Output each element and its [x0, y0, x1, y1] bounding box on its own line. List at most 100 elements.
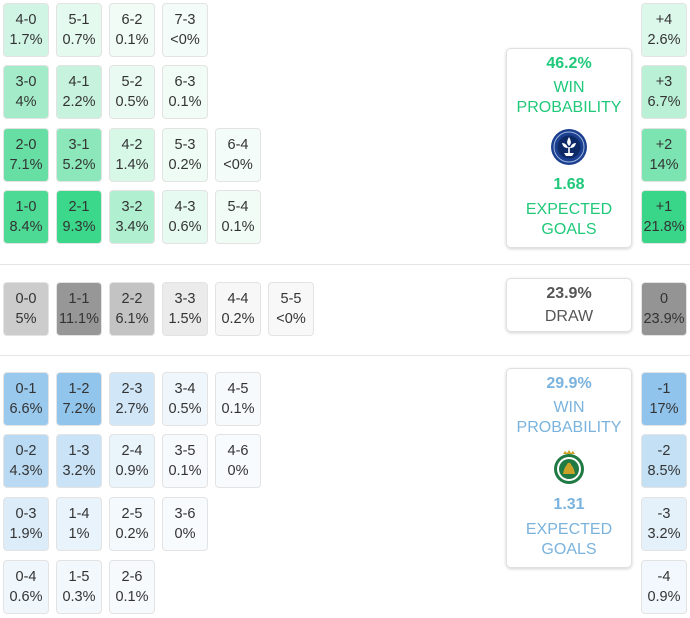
away-team-crest-icon — [554, 450, 584, 484]
home-win-score-cell: 5-3 0.2% — [162, 128, 208, 182]
score-label: 1-2 — [68, 381, 90, 397]
draw-score-cell: 0-0 5% — [3, 282, 49, 336]
score-label: 3-1 — [68, 137, 90, 153]
score-label: 3-5 — [174, 443, 196, 459]
score-label: 2-0 — [15, 137, 37, 153]
score-probability: 8.5% — [647, 463, 681, 479]
score-label: 3-2 — [121, 199, 143, 215]
score-label: 2-4 — [121, 443, 143, 459]
score-label: 5-3 — [174, 137, 196, 153]
score-probability: 0.1% — [115, 589, 149, 605]
score-label: +4 — [655, 12, 673, 28]
score-label: 2-1 — [68, 199, 90, 215]
score-probability: 1.7% — [9, 32, 43, 48]
score-label: 0-3 — [15, 506, 37, 522]
score-probability: 0% — [227, 463, 249, 479]
score-probability: 0.5% — [115, 94, 149, 110]
score-label: +3 — [655, 74, 673, 90]
home-win-score-cell: 5-2 0.5% — [109, 65, 155, 119]
score-probability: 0.9% — [647, 589, 681, 605]
cf-montreal-logo-icon — [551, 129, 587, 165]
away-win-score-cell: 4-5 0.1% — [215, 372, 261, 426]
away-win-score-cell: 1-5 0.3% — [56, 560, 102, 614]
away-win-score-cell: 0-2 4.3% — [3, 434, 49, 488]
score-probability: 14% — [649, 157, 679, 173]
score-label: 1-3 — [68, 443, 90, 459]
score-probability: 0.1% — [168, 463, 202, 479]
score-label: 7-3 — [174, 12, 196, 28]
home-win-probability-label: WIN PROBABILITY — [516, 79, 622, 116]
home-win-score-cell: 4-1 2.2% — [56, 65, 102, 119]
score-probability: 23.9% — [643, 311, 685, 327]
draw-probability: 23.9% — [546, 285, 592, 302]
score-label: 3-4 — [174, 381, 196, 397]
away-win-score-cell: 2-6 0.1% — [109, 560, 155, 614]
goal-margin-cell: +1 21.8% — [641, 190, 687, 244]
score-probability: 17% — [649, 401, 679, 417]
score-probability: 7.1% — [9, 157, 43, 173]
score-probability: 0.1% — [168, 94, 202, 110]
score-probability: 0.2% — [168, 157, 202, 173]
score-probability: 1.4% — [115, 157, 149, 173]
score-label: 6-2 — [121, 12, 143, 28]
score-probability: 21.8% — [643, 219, 685, 235]
goal-margin-cell: 0 23.9% — [641, 282, 687, 336]
away-win-score-cell: 0-1 6.6% — [3, 372, 49, 426]
draw-score-cell: 1-1 11.1% — [56, 282, 102, 336]
score-label: 4-2 — [121, 137, 143, 153]
score-label: 1-4 — [68, 506, 90, 522]
score-probability: 3.4% — [115, 219, 149, 235]
goal-margin-cell: -1 17% — [641, 372, 687, 426]
score-label: 0-0 — [15, 291, 37, 307]
score-label: 6-4 — [227, 137, 249, 153]
score-label: 3-3 — [174, 291, 196, 307]
away-win-score-cell: 1-4 1% — [56, 497, 102, 551]
score-probability: 1% — [68, 526, 90, 542]
score-probability: 5% — [15, 311, 37, 327]
home-win-score-cell: 5-4 0.1% — [215, 190, 261, 244]
score-probability: 0.6% — [168, 219, 202, 235]
score-label: 5-2 — [121, 74, 143, 90]
score-probability: 0.1% — [115, 32, 149, 48]
away-win-score-cell: 2-3 2.7% — [109, 372, 155, 426]
score-probability: 1.5% — [168, 311, 202, 327]
away-win-score-cell: 2-5 0.2% — [109, 497, 155, 551]
score-label: -3 — [657, 506, 671, 522]
score-label: 4-0 — [15, 12, 37, 28]
away-win-score-cell: 1-3 3.2% — [56, 434, 102, 488]
score-label: 1-5 — [68, 569, 90, 585]
score-label: 4-5 — [227, 381, 249, 397]
home-win-score-cell: 2-0 7.1% — [3, 128, 49, 182]
score-probability: 11.1% — [58, 311, 100, 327]
score-probability: 0.5% — [168, 401, 202, 417]
home-win-score-cell: 4-3 0.6% — [162, 190, 208, 244]
away-win-probability: 29.9% — [546, 375, 592, 392]
away-team-card: 29.9% WIN PROBABILITY 1.31 EXPECTED GOAL… — [506, 368, 632, 568]
score-label: 0 — [659, 291, 669, 307]
score-probability: 0.9% — [115, 463, 149, 479]
score-probability: 3.2% — [62, 463, 96, 479]
away-win-score-cell: 2-4 0.9% — [109, 434, 155, 488]
score-probability: 5.2% — [62, 157, 96, 173]
away-win-score-cell: 3-4 0.5% — [162, 372, 208, 426]
score-label: 2-6 — [121, 569, 143, 585]
score-probability: 0% — [174, 526, 196, 542]
score-label: 2-3 — [121, 381, 143, 397]
home-win-score-cell: 1-0 8.4% — [3, 190, 49, 244]
score-probability: 0.1% — [221, 219, 255, 235]
home-win-score-cell: 3-0 4% — [3, 65, 49, 119]
score-probability: 0.2% — [115, 526, 149, 542]
goal-margin-cell: -4 0.9% — [641, 560, 687, 614]
draw-label: DRAW — [544, 308, 594, 325]
score-label: -2 — [657, 443, 671, 459]
score-label: +2 — [655, 137, 673, 153]
score-probability: 0.6% — [9, 589, 43, 605]
home-win-score-cell: 4-2 1.4% — [109, 128, 155, 182]
score-probability: 0.2% — [221, 311, 255, 327]
score-label: -1 — [657, 381, 671, 397]
score-probability: 6.7% — [647, 94, 681, 110]
away-win-score-cell: 3-6 0% — [162, 497, 208, 551]
score-label: 3-6 — [174, 506, 196, 522]
score-probability: 8.4% — [9, 219, 43, 235]
draw-card: 23.9% DRAW — [506, 278, 632, 332]
